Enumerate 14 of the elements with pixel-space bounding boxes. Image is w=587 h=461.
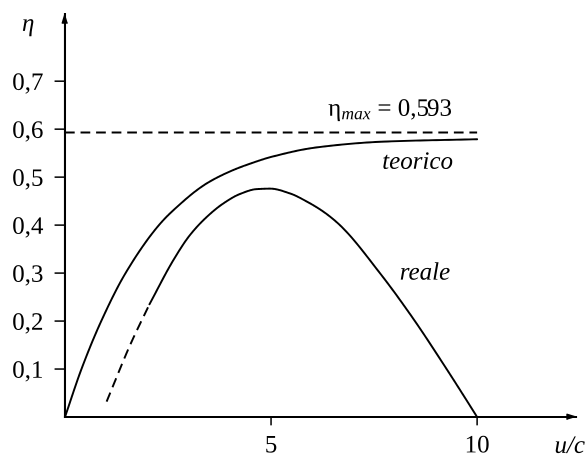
y-tick-label: 0,2 — [13, 313, 42, 334]
y-tick-label: 0,7 — [13, 73, 43, 94]
y-tick-label: 0,1 — [13, 361, 42, 382]
x-axis-title: u/c — [556, 436, 585, 454]
series-label: reale — [400, 262, 450, 280]
series-label: teorico — [383, 152, 452, 170]
y-tick-label: 0,4 — [13, 217, 44, 238]
y-tick-label: 0,5 — [13, 169, 42, 190]
x-tick-label: 5 — [266, 436, 276, 453]
y-axis-title: η — [22, 19, 34, 36]
x-tick-label: 10 — [466, 436, 489, 453]
y-tick-label: 0,6 — [13, 121, 43, 142]
ref-line-label: η$_{max}$ = 0,593 — [328, 99, 452, 122]
y-tick-label: 0,3 — [13, 265, 42, 286]
